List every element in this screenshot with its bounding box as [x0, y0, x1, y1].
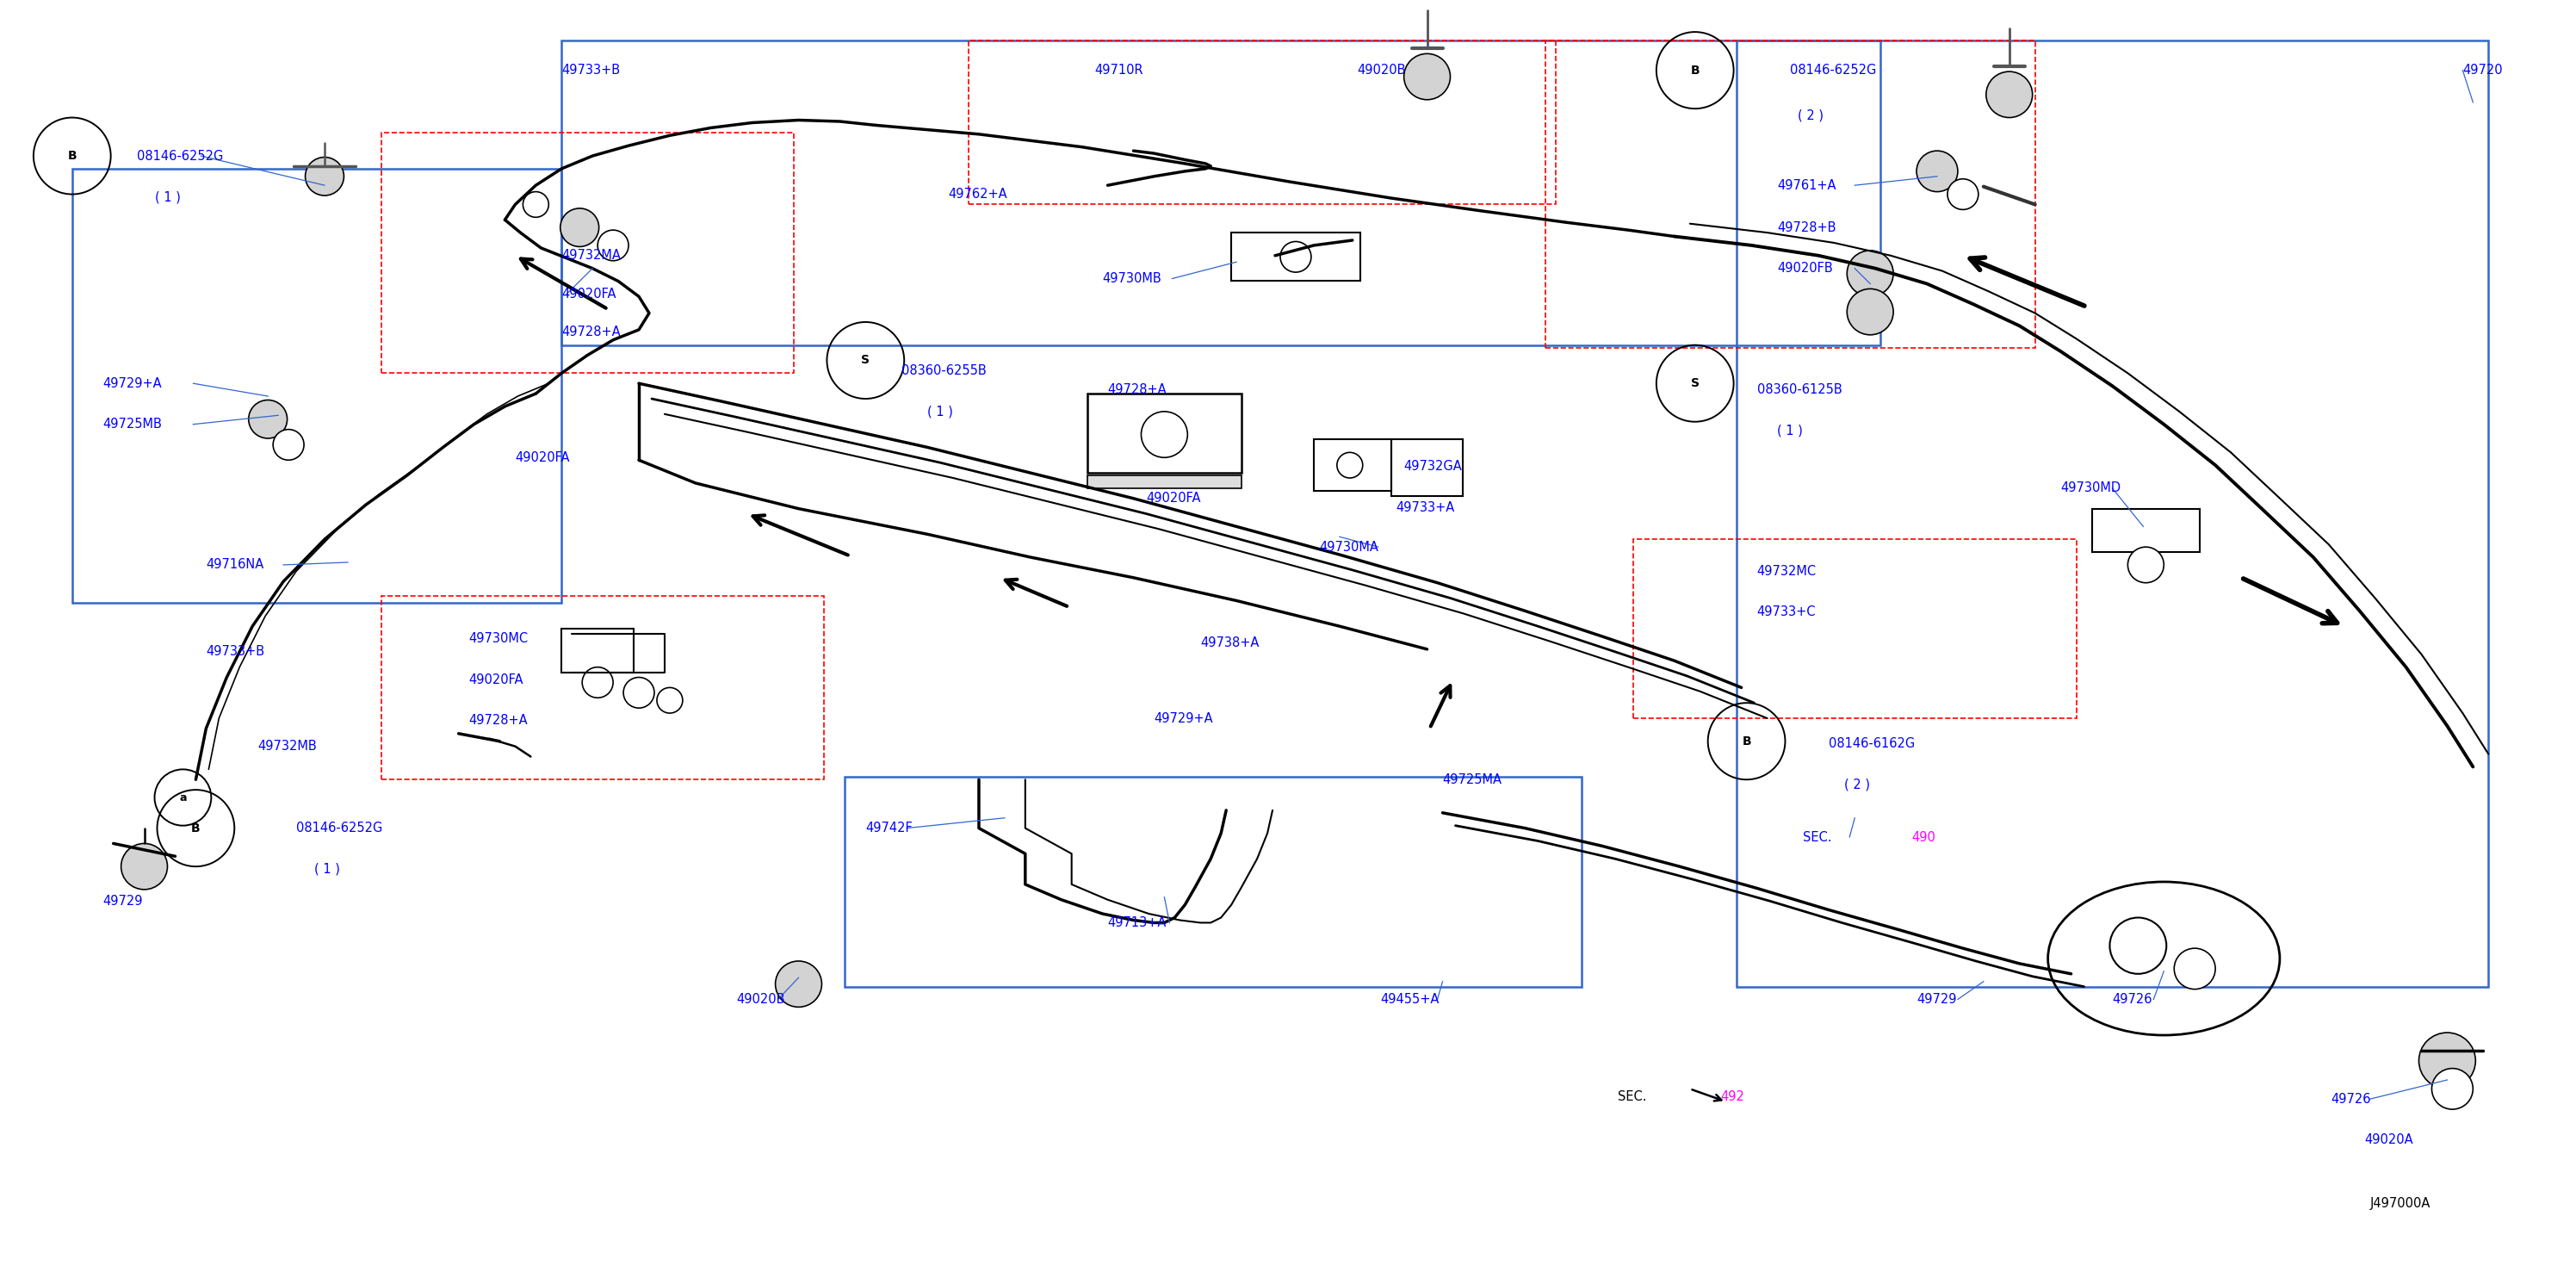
Bar [1391, 440, 1463, 496]
Text: 49728+A: 49728+A [469, 714, 528, 727]
Text: 49726: 49726 [2331, 1093, 2372, 1105]
Bar [562, 629, 634, 672]
Text: 49020FA: 49020FA [1146, 492, 1200, 505]
Text: 49732MC: 49732MC [1757, 565, 1816, 578]
Ellipse shape [2174, 948, 2215, 989]
Ellipse shape [1986, 72, 2032, 118]
Text: 49710R: 49710R [1095, 64, 1144, 77]
Text: 49725MA: 49725MA [1443, 773, 1502, 786]
Text: B: B [1741, 735, 1752, 748]
Text: 49720: 49720 [2463, 64, 2504, 77]
Ellipse shape [2128, 547, 2164, 583]
Text: 49730MD: 49730MD [2061, 482, 2120, 495]
Text: 49742F: 49742F [866, 822, 912, 835]
Text: 49455+A: 49455+A [1381, 993, 1440, 1006]
Text: 49713+A: 49713+A [1108, 916, 1167, 929]
Ellipse shape [1280, 242, 1311, 272]
Text: 08146-6252G: 08146-6252G [137, 150, 224, 162]
Text: 49020FA: 49020FA [562, 288, 616, 300]
Text: B: B [67, 150, 77, 162]
Text: J497000A: J497000A [2370, 1197, 2432, 1210]
Text: 08146-6252G: 08146-6252G [1790, 64, 1878, 77]
Text: 49020A: 49020A [2365, 1134, 2414, 1146]
Ellipse shape [2110, 918, 2166, 974]
Ellipse shape [247, 400, 286, 438]
Ellipse shape [598, 230, 629, 261]
Text: 49733+B: 49733+B [206, 645, 265, 658]
Text: 49730MB: 49730MB [1103, 272, 1162, 285]
Text: ( 2 ): ( 2 ) [1798, 109, 1824, 121]
Bar [1231, 233, 1360, 281]
Text: B: B [191, 822, 201, 835]
Bar [2092, 509, 2200, 552]
Text: 49728+A: 49728+A [1108, 383, 1167, 396]
Text: 49733+A: 49733+A [1396, 501, 1455, 514]
Text: S: S [1690, 377, 1700, 390]
Text: ( 1 ): ( 1 ) [314, 863, 340, 875]
Text: 490: 490 [1911, 831, 1935, 843]
Text: 49020FA: 49020FA [469, 674, 523, 686]
Bar [1314, 440, 1391, 491]
Ellipse shape [1917, 151, 1958, 192]
Text: 49762+A: 49762+A [948, 188, 1007, 201]
Text: a: a [180, 792, 185, 803]
Ellipse shape [623, 677, 654, 708]
Text: 49020FB: 49020FB [1777, 262, 1834, 275]
Text: 49732MB: 49732MB [258, 740, 317, 753]
Text: 08146-6252G: 08146-6252G [296, 822, 384, 835]
Bar [1087, 475, 1242, 488]
Text: 49761+A: 49761+A [1777, 179, 1837, 192]
Text: 49729: 49729 [1917, 993, 1958, 1006]
Text: ( 1 ): ( 1 ) [927, 405, 953, 418]
Text: 49725MB: 49725MB [103, 418, 162, 431]
Ellipse shape [273, 429, 304, 460]
Ellipse shape [2432, 1068, 2473, 1109]
Ellipse shape [1847, 250, 1893, 296]
Text: S: S [860, 354, 871, 367]
Ellipse shape [304, 157, 345, 196]
Text: 08360-6255B: 08360-6255B [902, 364, 987, 377]
Ellipse shape [1847, 289, 1893, 335]
Text: 49733+C: 49733+C [1757, 606, 1816, 619]
Ellipse shape [523, 192, 549, 217]
Text: 49729+A: 49729+A [1154, 712, 1213, 725]
Bar [1087, 394, 1242, 473]
Text: 08360-6125B: 08360-6125B [1757, 383, 1842, 396]
Text: 49730MC: 49730MC [469, 633, 528, 645]
Ellipse shape [121, 843, 167, 889]
Text: 49730MA: 49730MA [1319, 541, 1378, 553]
Text: 49729: 49729 [103, 895, 144, 907]
Text: 49733+B: 49733+B [562, 64, 621, 77]
Ellipse shape [582, 667, 613, 698]
Text: 49716NA: 49716NA [206, 558, 263, 571]
Text: 49738+A: 49738+A [1200, 636, 1260, 649]
Ellipse shape [2419, 1033, 2476, 1089]
Text: 49729+A: 49729+A [103, 377, 162, 390]
Text: 49020B: 49020B [1358, 64, 1406, 77]
Ellipse shape [1404, 54, 1450, 100]
Text: 49020FA: 49020FA [515, 451, 569, 464]
Text: 08146-6162G: 08146-6162G [1829, 737, 1917, 750]
Ellipse shape [1337, 452, 1363, 478]
Text: 49728+B: 49728+B [1777, 221, 1837, 234]
Text: B: B [1690, 64, 1700, 77]
Text: 492: 492 [1721, 1090, 1744, 1103]
Text: ( 1 ): ( 1 ) [1777, 424, 1803, 437]
Ellipse shape [1141, 412, 1188, 458]
Text: SEC.: SEC. [1803, 831, 1832, 843]
Ellipse shape [775, 961, 822, 1007]
Text: 49728+A: 49728+A [562, 326, 621, 339]
Text: 49732MA: 49732MA [562, 249, 621, 262]
Text: ( 1 ): ( 1 ) [155, 190, 180, 203]
Text: ( 2 ): ( 2 ) [1844, 778, 1870, 791]
Ellipse shape [559, 208, 600, 247]
Text: 49726: 49726 [2112, 993, 2154, 1006]
Ellipse shape [657, 688, 683, 713]
Text: 49732GA: 49732GA [1404, 460, 1463, 473]
Text: SEC.: SEC. [1618, 1090, 1646, 1103]
Text: 49020B: 49020B [737, 993, 786, 1006]
Ellipse shape [1947, 179, 1978, 210]
